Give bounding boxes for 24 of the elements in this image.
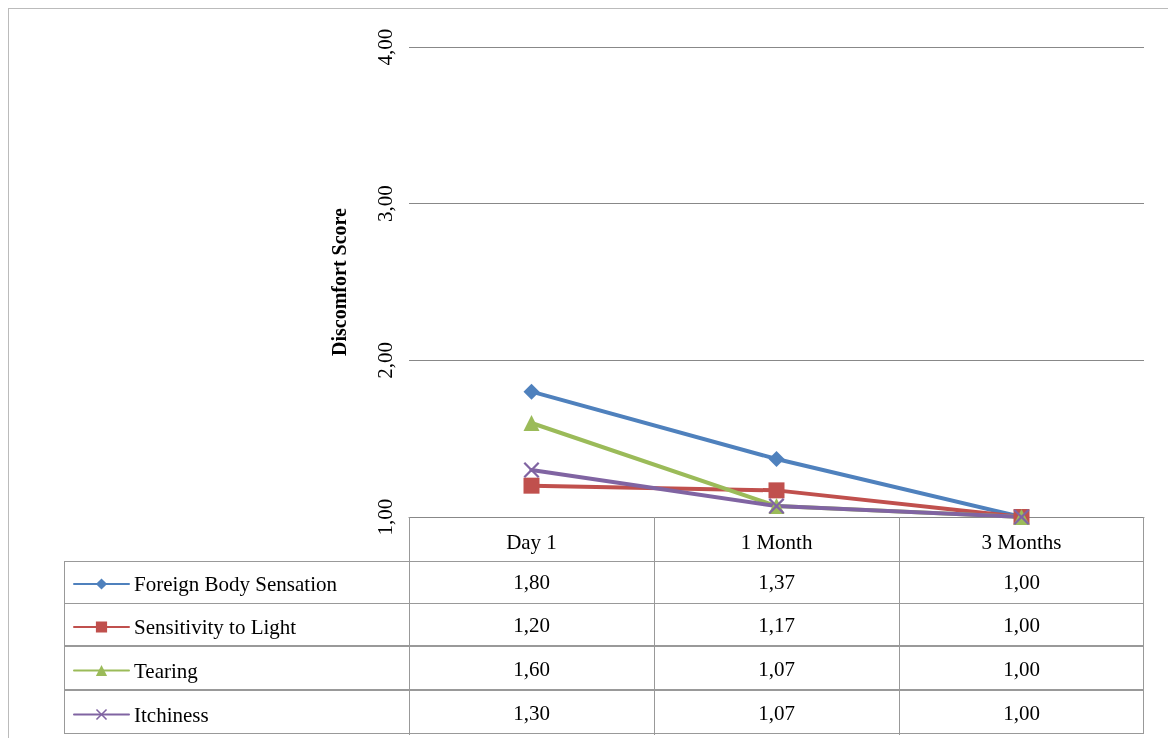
data-label: 1,00 — [1002, 612, 1041, 639]
x-tick-label: Day 1 — [506, 529, 557, 554]
data-label: 1,80 — [512, 569, 551, 596]
data-label: 1,37 — [757, 569, 796, 596]
legend-label: Itchiness — [134, 702, 209, 727]
y-tick-label: 3,00 — [372, 185, 397, 223]
data-label: 1,00 — [1002, 699, 1041, 727]
data-label: 1,30 — [512, 699, 551, 727]
data-label: 1,00 — [1002, 569, 1041, 596]
x-tick-label: 1 Month — [740, 529, 813, 554]
x-tick-label: 3 Months — [981, 529, 1062, 554]
y-tick-label: 2,00 — [372, 341, 397, 379]
legend-label: Tearing — [134, 658, 199, 683]
data-label: 1,20 — [512, 612, 551, 639]
data-label: 1,00 — [1002, 655, 1041, 683]
data-label: 1,07 — [757, 655, 796, 683]
y-tick-label: 4,00 — [372, 28, 397, 66]
y-axis-title: Discomfort Score — [328, 207, 350, 356]
legend-label: Foreign Body Sensation — [134, 572, 338, 596]
y-tick-label: 1,00 — [372, 498, 397, 536]
data-label: 1,60 — [512, 655, 551, 683]
data-label: 1,07 — [757, 699, 796, 727]
data-label: 1,17 — [757, 612, 796, 639]
legend-label: Sensitivity to Light — [134, 615, 297, 639]
